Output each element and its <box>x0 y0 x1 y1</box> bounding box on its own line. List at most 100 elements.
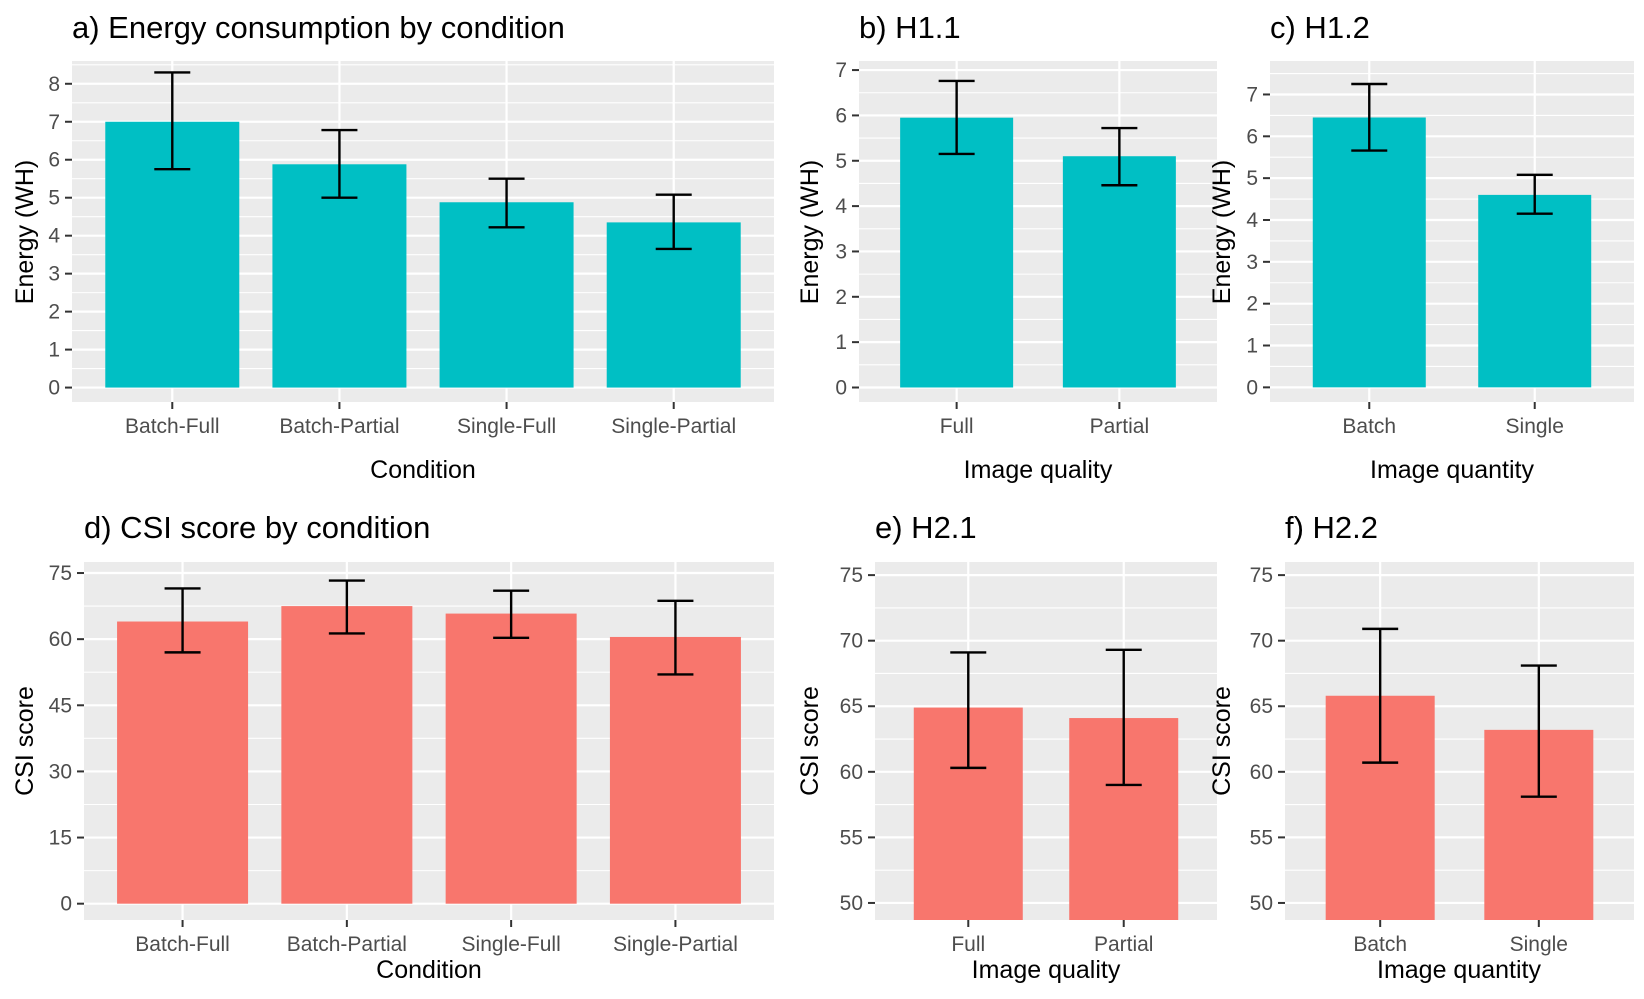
bar-single-full <box>445 613 577 904</box>
x-tick-label: Full <box>951 933 985 956</box>
x-tick-label: Single-Full <box>462 933 561 956</box>
panel-c-h1-2: c) H1.2 0 1 2 3 4 5 6 7 Batch Single Image quanti… <box>1208 10 1634 484</box>
y-tick-label: 4 <box>835 195 847 218</box>
panel-f-plot-area: 50 55 60 65 70 75 Batch Single <box>1250 562 1634 956</box>
panel-a-energy-by-condition: a) Energy consumption by condition 0 1 2 3 4… <box>11 10 774 484</box>
y-tick-label: 3 <box>1246 251 1258 274</box>
x-tick-label: Single-Partial <box>611 415 736 438</box>
y-tick-label: 7 <box>1246 83 1258 106</box>
panel-c-title: c) H1.2 <box>1270 10 1370 45</box>
y-tick-label: 2 <box>48 301 60 324</box>
panel-e-y-axis-title: CSI score <box>796 686 824 796</box>
y-tick-label: 55 <box>1250 826 1273 849</box>
panel-e-x-axis-title: Image quality <box>972 956 1121 984</box>
panel-d-y-axis-title: CSI score <box>11 686 39 796</box>
bar-batch-partial <box>272 164 407 388</box>
bar-single-partial <box>609 636 741 904</box>
y-tick-label: 4 <box>1246 209 1258 232</box>
error-bar-batch <box>1362 627 1399 764</box>
y-tick-label: 75 <box>49 562 72 585</box>
y-tick-label: 4 <box>48 225 60 248</box>
panel-e-h2-1: e) H2.1 50 55 60 65 70 75 Full Partial Image qu… <box>796 510 1217 984</box>
x-tick-label: Batch-Full <box>135 933 230 956</box>
error-bar-single <box>1520 664 1557 798</box>
y-tick-label: 6 <box>1246 125 1258 148</box>
y-tick-label: 60 <box>49 628 72 651</box>
y-tick-label: 2 <box>1246 293 1258 316</box>
panel-c-y-axis-title: Energy (WH) <box>1208 160 1236 304</box>
y-tick-label: 75 <box>840 564 863 587</box>
panel-a-title: a) Energy consumption by condition <box>72 10 565 45</box>
y-tick-label: 75 <box>1250 564 1273 587</box>
bar-full <box>900 117 1014 388</box>
y-tick-label: 0 <box>48 377 60 400</box>
y-tick-label: 0 <box>1246 376 1258 399</box>
y-tick-label: 45 <box>49 694 72 717</box>
x-tick-label: Batch-Full <box>125 415 220 438</box>
y-tick-label: 5 <box>48 187 60 210</box>
bar-batch-full <box>117 621 249 904</box>
panel-d-title: d) CSI score by condition <box>84 510 430 545</box>
error-bar-single-full <box>488 177 525 229</box>
y-tick-label: 65 <box>840 695 863 718</box>
y-tick-label: 70 <box>840 630 863 653</box>
panel-d-plot-area: 0 15 30 45 60 75 Batch-Full Batch-Partial Single… <box>49 562 774 956</box>
y-tick-label: 8 <box>48 73 60 96</box>
y-tick-label: 1 <box>835 331 847 354</box>
y-tick-label: 0 <box>60 893 72 916</box>
panel-d-x-axis-title: Condition <box>376 956 482 984</box>
y-tick-label: 1 <box>48 339 60 362</box>
x-tick-label: Partial <box>1090 415 1150 438</box>
y-tick-label: 30 <box>49 760 72 783</box>
error-bar-batch-partial <box>328 579 365 635</box>
error-bar-full <box>938 79 975 156</box>
panel-f-h2-2: f) H2.2 50 55 60 65 70 75 Batch Single Image qu… <box>1208 510 1634 984</box>
y-tick-label: 1 <box>1246 335 1258 358</box>
y-tick-label: 3 <box>835 240 847 263</box>
x-tick-label: Single <box>1510 933 1568 956</box>
bar-single <box>1478 194 1592 388</box>
error-bar-batch-partial <box>321 128 358 199</box>
y-tick-label: 60 <box>1250 761 1273 784</box>
y-tick-label: 7 <box>835 59 847 82</box>
error-bar-single-full <box>493 589 530 640</box>
x-tick-label: Batch <box>1353 933 1407 956</box>
panel-a-x-axis-title: Condition <box>370 456 476 484</box>
error-bar-single-partial <box>655 193 692 251</box>
error-bar-batch-full <box>154 71 191 171</box>
x-tick-label: Full <box>940 415 974 438</box>
panel-c-plot-area: 0 1 2 3 4 5 6 7 Batch Single <box>1246 61 1634 438</box>
panel-b-y-axis-title: Energy (WH) <box>796 160 824 304</box>
y-tick-label: 55 <box>840 826 863 849</box>
error-bar-single <box>1516 173 1553 215</box>
y-tick-label: 50 <box>840 892 863 915</box>
error-bar-single-partial <box>657 599 694 676</box>
panel-b-plot-area: 0 1 2 3 4 5 6 7 Full Partial <box>835 59 1217 438</box>
bar-partial <box>1062 156 1176 388</box>
y-tick-label: 50 <box>1250 892 1273 915</box>
x-tick-label: Single <box>1506 415 1564 438</box>
panel-a-plot-area: 0 1 2 3 4 5 6 7 8 Batch-Full Batch-Partial Single-F… <box>48 61 774 438</box>
panel-f-y-axis-title: CSI score <box>1208 686 1236 796</box>
panel-e-title: e) H2.1 <box>875 510 977 545</box>
panel-a-y-axis-title: Energy (WH) <box>11 160 39 304</box>
panel-b-x-axis-title: Image quality <box>964 456 1113 484</box>
x-tick-label: Single-Partial <box>613 933 738 956</box>
error-bar-full <box>950 651 987 770</box>
y-tick-label: 15 <box>49 827 72 850</box>
y-tick-label: 60 <box>840 761 863 784</box>
panel-f-x-axis-title: Image quantity <box>1377 956 1541 984</box>
x-tick-label: Partial <box>1094 933 1154 956</box>
panel-d-csi-by-condition: d) CSI score by condition 0 15 30 45 60 75 Bat… <box>11 510 774 984</box>
y-tick-label: 70 <box>1250 630 1273 653</box>
y-tick-label: 3 <box>48 263 60 286</box>
y-tick-label: 65 <box>1250 695 1273 718</box>
y-tick-label: 2 <box>835 286 847 309</box>
panel-e-plot-area: 50 55 60 65 70 75 Full Partial <box>840 562 1217 956</box>
panel-b-h1-1: b) H1.1 0 1 2 3 4 5 6 7 Full Partial Image qualit… <box>796 10 1217 484</box>
error-bar-batch-full <box>164 587 201 654</box>
y-tick-label: 6 <box>835 104 847 127</box>
y-tick-label: 5 <box>1246 167 1258 190</box>
panel-c-x-axis-title: Image quantity <box>1370 456 1534 484</box>
